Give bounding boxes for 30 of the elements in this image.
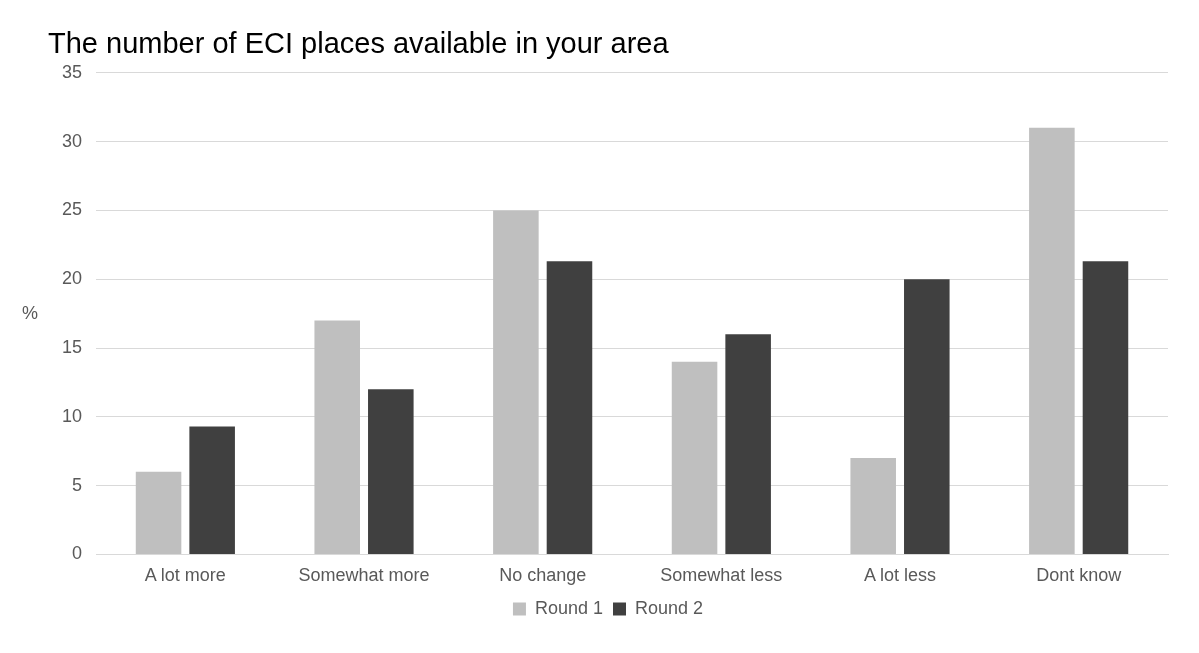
bar <box>904 279 950 554</box>
x-tick-label: A lot less <box>863 565 937 586</box>
chart-title: The number of ECI places available in your area <box>48 27 670 60</box>
y-tick-label: 35 <box>61 61 83 82</box>
y-tick-label: 15 <box>61 336 83 357</box>
y-tick-label: 0 <box>72 543 83 564</box>
x-tick-label: A lot more <box>144 565 226 586</box>
bar <box>671 361 718 554</box>
x-tick-label: Somewhat more <box>298 565 430 586</box>
legend-label: Round 1 <box>534 597 604 618</box>
bar <box>725 334 771 554</box>
y-tick-label: 30 <box>61 130 83 151</box>
bar <box>1029 127 1075 554</box>
bar <box>850 458 896 554</box>
y-axis-title: % <box>21 302 39 323</box>
y-tick-label: 10 <box>61 405 83 426</box>
y-tick-label: 5 <box>72 474 83 495</box>
bar <box>493 210 539 554</box>
legend-label: Round 2 <box>635 597 704 618</box>
y-tick-label: 25 <box>61 199 83 220</box>
bar <box>135 471 182 554</box>
x-tick-label: Dont know <box>1036 565 1123 586</box>
bar <box>1082 261 1129 554</box>
bar <box>368 389 414 554</box>
x-tick-label: No change <box>499 565 587 586</box>
x-tick-label: Somewhat less <box>660 565 783 586</box>
bar <box>189 426 235 554</box>
y-tick-label: 20 <box>61 268 83 289</box>
bar <box>546 261 593 554</box>
bar <box>314 320 360 554</box>
